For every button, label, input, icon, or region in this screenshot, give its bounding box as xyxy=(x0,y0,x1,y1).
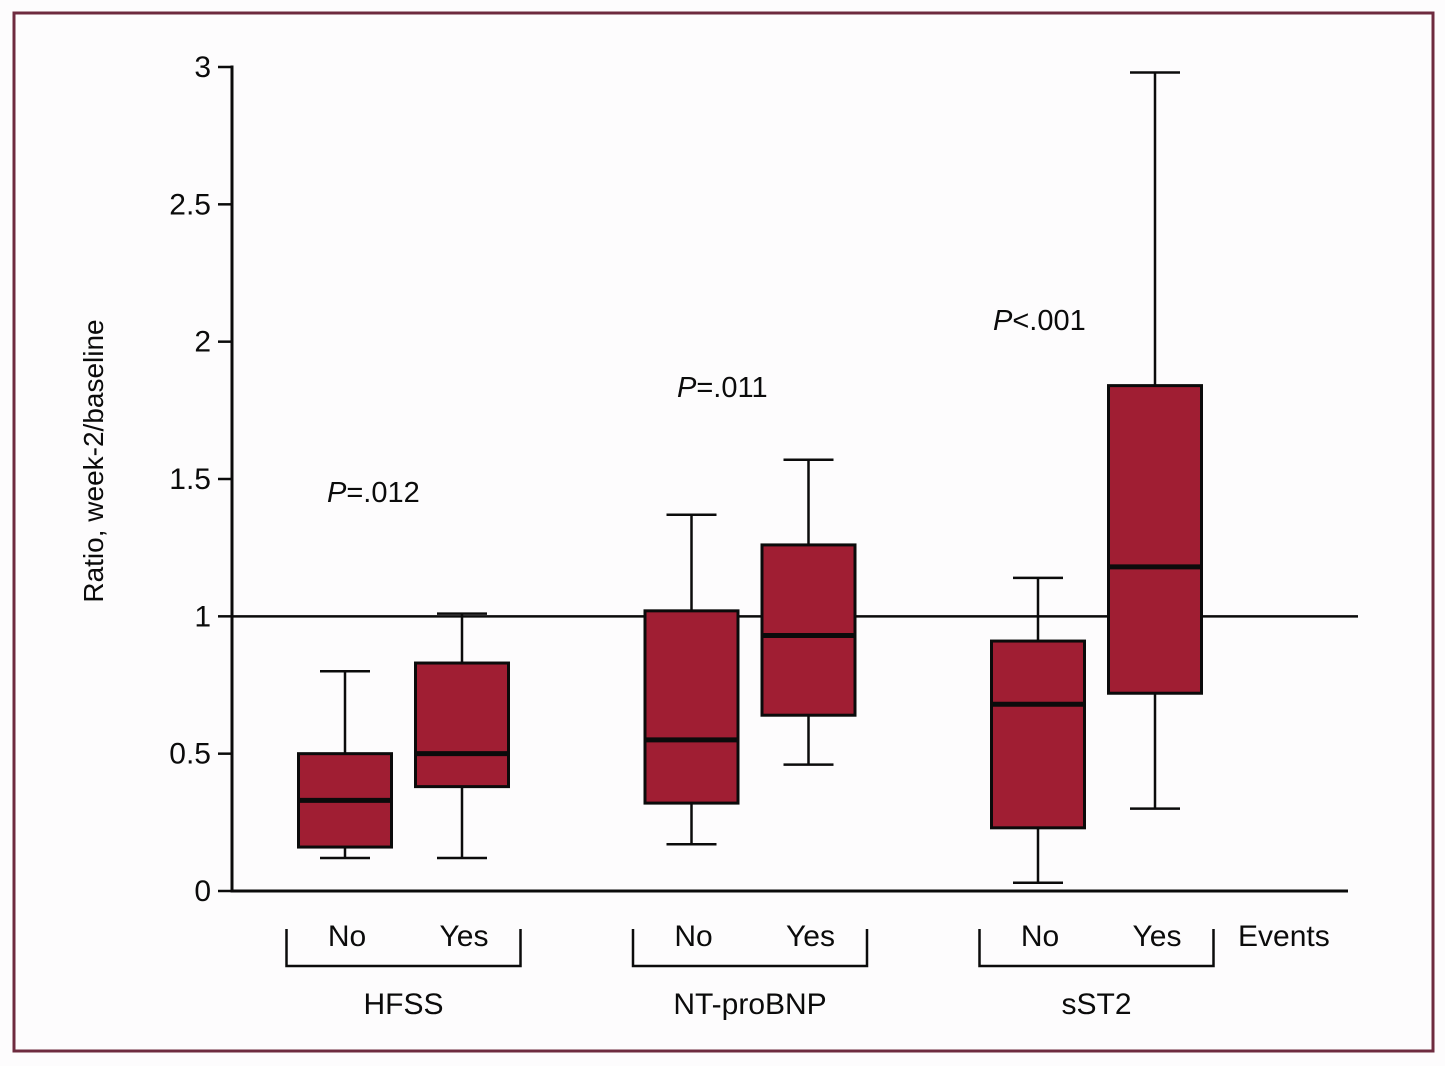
events-label: Events xyxy=(1238,920,1330,953)
y-tick-label-3: 3 xyxy=(194,51,211,84)
y-tick-label-0: 0 xyxy=(194,875,211,908)
category-label-nt-probnp-no: No xyxy=(674,920,712,953)
p-value-hfss: P=.012 xyxy=(327,477,420,509)
group-bracket-nt-probnp xyxy=(631,929,869,968)
y-axis-title: Ratio, week-2/baseline xyxy=(78,319,109,602)
group-label-hfss: HFSS xyxy=(363,988,443,1021)
box-sst2-no xyxy=(990,639,1086,830)
box-hfss-yes xyxy=(414,661,510,789)
group-label-sst2: sST2 xyxy=(1061,988,1131,1021)
y-tick-label-2: 2 xyxy=(194,326,211,359)
p-value-nt-probnp: P=.011 xyxy=(677,372,768,404)
box-nt-probnp-no xyxy=(643,609,740,805)
group-bracket-sst2 xyxy=(978,929,1215,968)
category-label-hfss-no: No xyxy=(328,920,366,953)
box-sst2-yes xyxy=(1107,384,1203,695)
category-label-sst2-no: No xyxy=(1021,920,1059,953)
plot-area: 0 0.5 1 1.5 2 2.5 3 No Yes HFSS P=.012 No Yes NT-proB… xyxy=(169,51,1358,1021)
y-tick-label-1.5: 1.5 xyxy=(169,463,211,496)
box-nt-probnp-yes xyxy=(760,543,857,717)
category-label-hfss-yes: Yes xyxy=(440,920,489,953)
y-tick-label-2.5: 2.5 xyxy=(169,188,211,221)
category-label-nt-probnp-yes: Yes xyxy=(786,920,835,953)
category-label-sst2-yes: Yes xyxy=(1133,920,1182,953)
y-tick-label-1: 1 xyxy=(194,600,211,633)
group-label-nt-probnp: NT-proBNP xyxy=(673,988,826,1021)
y-tick-label-0.5: 0.5 xyxy=(169,738,211,771)
figure-frame xyxy=(12,11,1435,1053)
group-bracket-hfss xyxy=(285,929,522,968)
p-value-sst2: P<.001 xyxy=(993,305,1086,337)
